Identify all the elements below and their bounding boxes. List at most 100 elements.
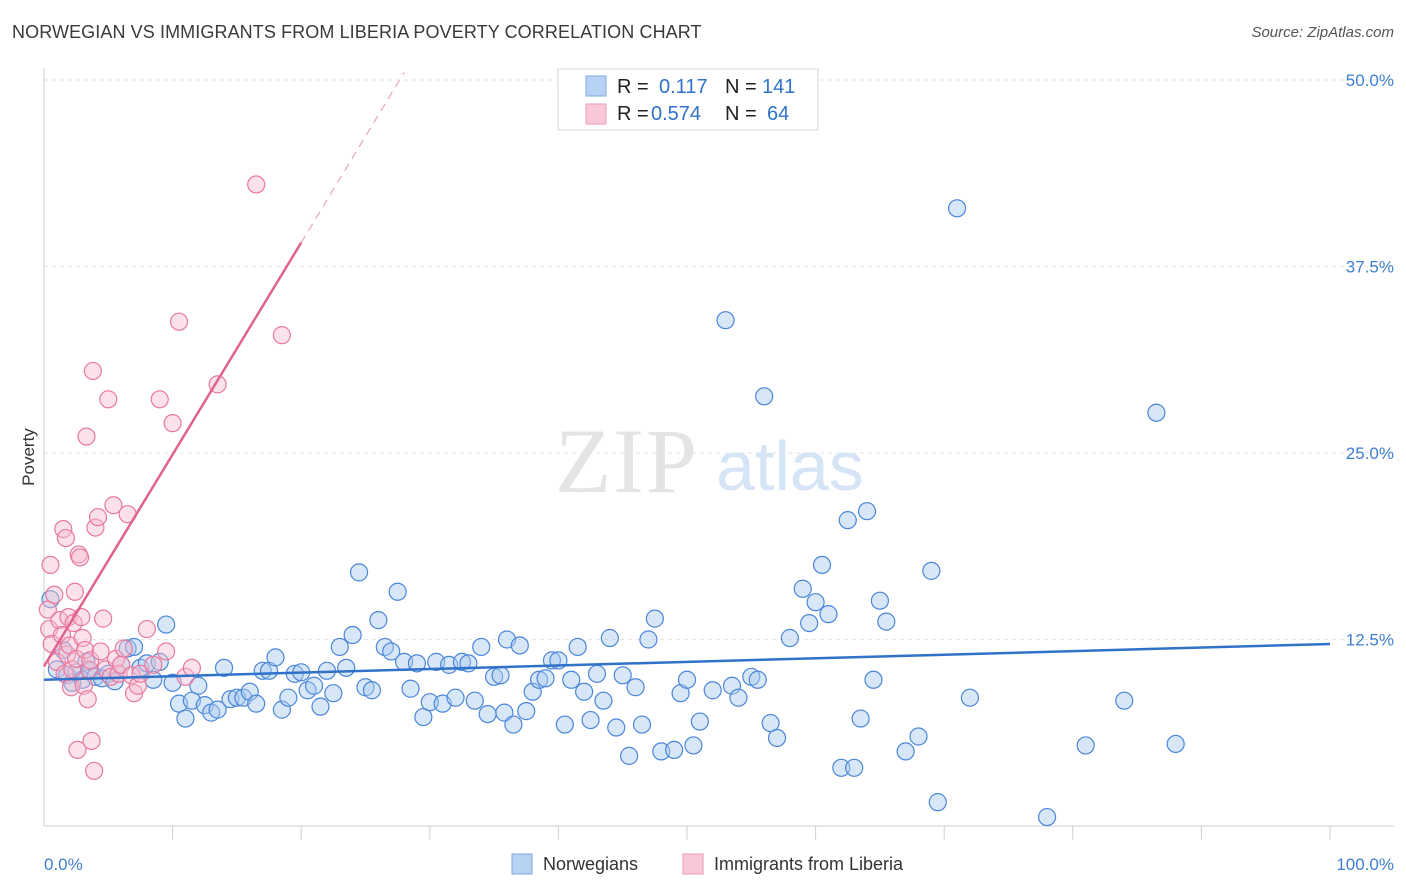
norwegians-point [504, 715, 523, 734]
liberia-point [81, 651, 100, 670]
legend-r-value-1: 0.117 [659, 76, 708, 98]
legend-r-value-2: 0.574 [651, 103, 701, 125]
norwegians-point [909, 727, 928, 746]
legend-swatch-norwegians [585, 75, 607, 97]
norwegians-point [510, 636, 529, 655]
legend-bottom-swatch-norwegians [511, 853, 533, 875]
liberia-point [99, 390, 118, 409]
norwegians-point [677, 670, 697, 689]
norwegians-point [401, 679, 420, 698]
norwegians-trend-line [43, 642, 1331, 682]
norwegians-point [388, 582, 407, 601]
liberia-point [68, 740, 87, 760]
liberia-point [122, 666, 141, 685]
liberia-point [56, 528, 75, 548]
norwegians-point [382, 642, 401, 661]
liberia-point [41, 555, 60, 575]
liberia-point [69, 545, 88, 564]
norwegians-point [832, 758, 851, 777]
liberia-point [169, 312, 189, 331]
norwegians-point [575, 682, 594, 701]
norwegians-point [819, 605, 838, 624]
norwegians-point [877, 612, 896, 631]
norwegians-point [748, 670, 767, 689]
liberia-point [76, 640, 95, 660]
liberia-point [88, 508, 108, 527]
y-tick-label: 37.5% [1346, 258, 1394, 277]
watermark-atlas: atlas [716, 427, 864, 505]
norwegians-point [311, 697, 330, 716]
legend-n-value-1: 141 [762, 76, 795, 98]
y-axis-label: Poverty [19, 428, 38, 486]
norwegians-point [838, 511, 857, 530]
norwegians-point [729, 688, 748, 707]
norwegians-point [176, 709, 195, 728]
norwegians-point [349, 563, 369, 582]
norwegians-point [645, 609, 664, 628]
norwegians-point [304, 676, 324, 695]
norwegians-point [755, 387, 774, 406]
legend-bottom-label-liberia: Immigrants from Liberia [714, 854, 904, 874]
norwegians-point [613, 666, 632, 685]
norwegians-point [581, 710, 600, 730]
liberia-trend-line-extension [300, 72, 405, 243]
norwegians-point [279, 688, 298, 707]
norwegians-point [607, 718, 626, 737]
norwegians-point [896, 742, 915, 761]
norwegians-point [189, 676, 208, 695]
y-tick-label: 50.0% [1346, 71, 1394, 90]
liberia-point [272, 326, 292, 345]
liberia-point [83, 361, 102, 381]
norwegians-point [767, 728, 787, 748]
y-tick-label: 25.0% [1346, 444, 1394, 463]
norwegians-point [806, 593, 825, 612]
norwegians-point [568, 637, 587, 657]
norwegians-point [620, 746, 639, 765]
liberia-point [73, 628, 92, 648]
norwegians-point [626, 678, 645, 697]
legend-bottom-swatch-liberia [682, 853, 704, 875]
norwegians-point [594, 691, 613, 710]
norwegians-point [800, 613, 819, 633]
legend-n-label-2: N = [725, 103, 757, 125]
norwegians-point [1147, 403, 1166, 422]
axes [43, 68, 1394, 827]
legend-bottom-label-norwegians: Norwegians [543, 854, 638, 874]
liberia-point [144, 655, 163, 674]
norwegians-point [465, 691, 484, 710]
chart-title: NORWEGIAN VS IMMIGRANTS FROM LIBERIA POV… [12, 22, 702, 42]
norwegians-point [870, 591, 890, 610]
x-tick-label-min: 0.0% [44, 855, 83, 874]
norwegians-point [1037, 807, 1057, 827]
trend-lines [42, 72, 1331, 682]
norwegians-point [343, 625, 362, 645]
liberia-point [45, 585, 64, 604]
norwegians-point [928, 793, 947, 812]
norwegians-point [452, 652, 472, 671]
norwegians-point [369, 611, 388, 630]
legend-top: R = 0.117 N = 141 R = 0.574 N = 64 [557, 68, 819, 131]
norwegians-point [600, 628, 619, 648]
norwegians-point [703, 681, 722, 700]
liberia-point [70, 548, 90, 567]
norwegians-point [157, 615, 176, 634]
norwegians-point [716, 311, 735, 330]
norwegians-point [857, 502, 877, 521]
legend-n-value-2: 64 [767, 103, 789, 125]
gridlines [44, 79, 1394, 640]
liberia-point [65, 582, 84, 601]
liberia-point [150, 390, 169, 409]
norwegians-point [639, 630, 658, 649]
norwegians-point [266, 648, 285, 667]
x-tick-label-max: 100.0% [1336, 855, 1394, 874]
norwegians-point [632, 715, 652, 734]
x-tick-marks [172, 826, 1331, 840]
norwegians-point [536, 669, 555, 688]
legend-r-label-2: R = [617, 103, 649, 125]
norwegians-point [118, 639, 137, 658]
norwegians-point [960, 688, 980, 707]
legend-bottom: Norwegians Immigrants from Liberia [511, 853, 904, 875]
norwegians-point [922, 561, 941, 580]
liberia-point [137, 619, 156, 639]
y-tick-labels: 12.5% 25.0% 37.5% 50.0% [1346, 71, 1394, 650]
